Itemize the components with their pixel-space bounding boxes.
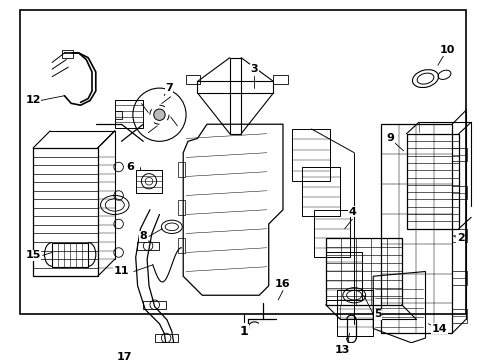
Text: 5: 5 xyxy=(373,309,381,319)
Bar xyxy=(380,124,451,333)
Text: 9: 9 xyxy=(386,134,393,144)
Text: 15: 15 xyxy=(25,250,41,260)
Text: 13: 13 xyxy=(334,345,350,355)
Bar xyxy=(229,58,241,134)
Bar xyxy=(292,129,330,181)
Bar xyxy=(52,243,88,267)
Bar xyxy=(177,162,185,177)
Text: 1: 1 xyxy=(239,325,248,338)
Bar xyxy=(451,186,467,199)
Bar xyxy=(451,148,467,161)
Bar xyxy=(451,229,467,242)
Bar xyxy=(336,291,372,336)
FancyArrowPatch shape xyxy=(141,104,148,112)
Circle shape xyxy=(153,109,165,120)
Text: 3: 3 xyxy=(250,64,258,74)
Text: 11: 11 xyxy=(114,266,129,276)
FancyArrowPatch shape xyxy=(148,126,157,132)
Bar xyxy=(154,334,177,342)
Text: 4: 4 xyxy=(347,207,356,217)
Text: 14: 14 xyxy=(431,324,447,333)
Text: 6: 6 xyxy=(126,162,134,172)
Bar xyxy=(143,301,166,309)
Text: 16: 16 xyxy=(275,279,290,289)
Text: 7: 7 xyxy=(165,83,172,93)
Bar xyxy=(186,75,200,84)
Bar xyxy=(451,310,467,323)
Bar xyxy=(325,252,361,300)
Text: 8: 8 xyxy=(139,231,147,241)
Bar xyxy=(33,148,98,276)
Text: 10: 10 xyxy=(439,45,454,55)
Bar xyxy=(177,200,185,215)
Text: 12: 12 xyxy=(25,95,41,105)
Bar xyxy=(314,210,350,257)
Text: 17: 17 xyxy=(116,352,132,360)
Bar xyxy=(302,167,339,216)
Bar xyxy=(197,81,273,93)
FancyArrowPatch shape xyxy=(170,117,177,126)
Bar xyxy=(61,50,73,58)
Bar xyxy=(20,10,466,314)
Bar xyxy=(115,111,122,118)
Bar xyxy=(406,134,458,229)
Bar xyxy=(451,271,467,285)
Text: 2: 2 xyxy=(456,233,464,243)
Bar xyxy=(325,238,401,305)
Bar xyxy=(177,238,185,253)
Bar xyxy=(273,75,287,84)
Bar xyxy=(115,99,143,128)
Bar xyxy=(136,242,159,249)
Bar xyxy=(136,170,162,193)
FancyArrowPatch shape xyxy=(162,97,170,104)
